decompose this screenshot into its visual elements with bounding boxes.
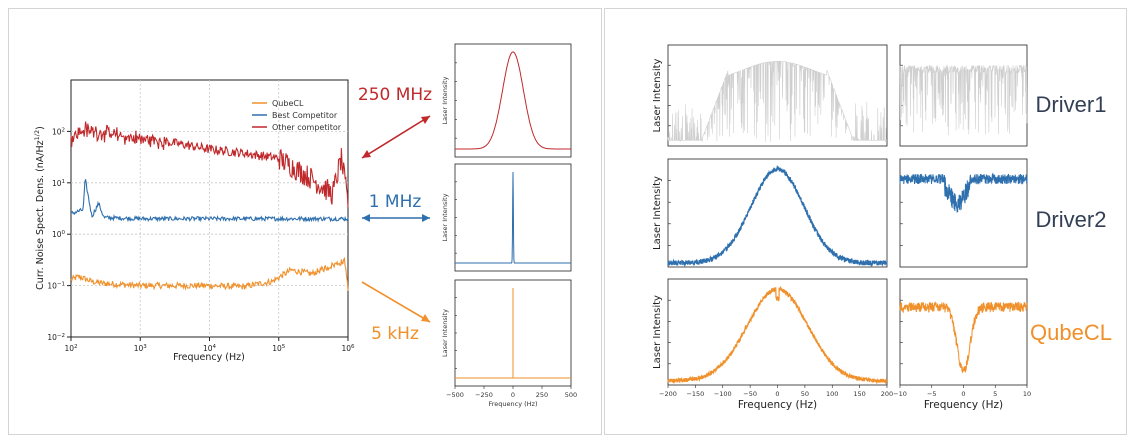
driver-plots: Laser Intensity Laser Intensity Laser Inte… [652,44,1031,411]
noise-xticks: 102 103 104 105 106 [64,337,355,353]
noise-legend: QubeCL Best Competitor Other competitor [252,99,342,132]
driver-wide-xtick-label: 150 [853,390,865,398]
noise-ytick-label: 10−2 [47,333,65,342]
noise-xtick-label: 104 [203,344,217,353]
driver-ylabel: Laser Intensity [652,176,663,250]
arrowhead-250mhz-left [362,150,371,158]
driver-wide-xtick-label: 0 [775,390,779,398]
driver-wide-xtick-label: −150 [686,390,704,398]
small-plot-line [455,171,571,264]
driver-narrow-xtick-label: 5 [993,390,997,398]
noise-spectrum-chart: 102 103 104 105 106 10−2 10−1 100 101 102 Freque… [33,79,355,363]
arrowhead-5khz [421,314,430,322]
noise-xtick-label: 103 [134,344,148,353]
small-plot-ylabel: Laser Intensity [441,309,449,357]
noise-ytick-label: 100 [52,230,66,239]
noise-yticks: 10−2 10−1 100 101 102 [47,127,71,342]
driver-wide-xtick-label: 100 [826,390,838,398]
driver-narrow-line [899,172,1028,213]
driver-wide-frame [667,158,888,268]
driver-narrow-xtick-label: −10 [893,390,907,398]
driver-narrow-xtick-label: 10 [1023,390,1031,398]
noise-grid [71,80,348,337]
driver-wide-xtick-label: −200 [659,390,677,398]
small-plot-xtick-label: −250 [475,391,493,399]
driver-narrow-xtick-label: −5 [927,390,937,398]
driver-ylabel: Laser Intensity [652,295,663,369]
driver-wide-line [667,165,888,268]
driver-narrow-xlabel: Frequency (Hz) [924,399,1003,411]
noise-series [70,121,349,291]
label-5khz: 5 kHz [371,324,419,344]
small-plot-xtick-label: 0 [511,391,515,399]
driver-narrow-line [899,300,1028,373]
driver-narrow-frame [899,278,1028,386]
linewidth-annotations: 250 MHz 1 MHz 5 kHz [358,85,432,344]
noise-line-qubecl [70,256,349,291]
noise-ytick-label: 10−1 [47,282,65,291]
noise-line-best [70,179,349,223]
legend-label-qubecl: QubeCL [272,99,304,108]
noise-line-other [70,121,349,208]
noise-ytick-label: 102 [52,127,65,136]
driver-wide-xtick-label: −100 [714,390,732,398]
small-plot-xtick-label: −500 [446,391,464,399]
driver1-label: Driver1 [1036,92,1107,117]
driver-wide-xtick-label: −50 [743,390,757,398]
small-plot-line [455,51,571,150]
driver-wide-xtick-label: 200 [881,390,893,398]
driver-wide-xtick-label: 50 [801,390,809,398]
noise-xtick-label: 105 [272,344,286,353]
driver-narrow-line [899,64,1028,136]
small-plot-xtick-label: 250 [536,391,548,399]
driver-wide-line [667,60,887,142]
noise-xtick-label: 106 [341,344,355,353]
noise-ylabel: Curr. Noise Spect. Dens. (nA/Hz1/2) [33,126,46,290]
noise-xtick-label: 102 [64,344,77,353]
driver-wide-xlabel: Frequency (Hz) [738,399,817,411]
small-plot-frame [454,43,572,158]
small-plot-xlabel: Frequency (Hz) [488,400,537,408]
driver-narrow-xtick-label: 0 [961,390,965,398]
qubecl-label: QubeCL [1030,320,1112,345]
driver-ylabel: Laser Intensity [652,58,663,132]
driver-wide-line [667,285,888,385]
arrow-250mhz [361,115,431,159]
small-plot-line [455,288,571,379]
noise-ytick-label: 101 [52,179,65,188]
label-1mhz: 1 MHz [369,192,422,212]
arrow-5khz [361,281,431,323]
legend-label-best: Best Competitor [272,111,338,120]
small-laser-plots: Laser Intensity Laser Intensity Laser Inte… [441,43,577,408]
arrowhead-1mhz-right [422,214,430,222]
driver2-label: Driver2 [1036,207,1107,232]
small-plot-xtick-label: 500 [565,391,577,399]
arrowhead-1mhz-left [362,214,370,222]
small-plot-ylabel: Laser Intensity [441,76,449,124]
legend-label-other: Other competitor [272,123,342,132]
noise-xlabel: Frequency (Hz) [173,352,245,363]
arrowhead-250mhz-right [421,116,430,124]
small-plot-ylabel: Laser Intensity [441,193,449,241]
label-250mhz: 250 MHz [358,85,432,105]
driver-wide-frame [667,278,888,386]
